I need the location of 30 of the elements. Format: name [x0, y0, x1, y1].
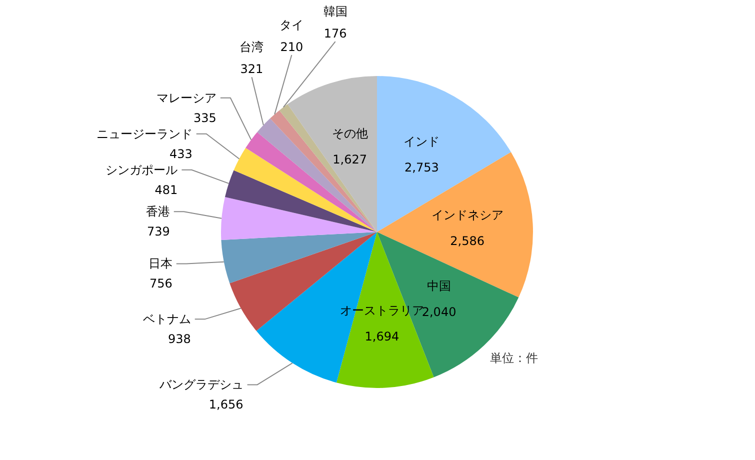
data-label: 739: [146, 224, 170, 239]
slice-label: インドネシア: [431, 208, 504, 222]
data-label: 1,627: [332, 152, 367, 167]
data-label: 2,753: [404, 160, 439, 174]
data-label: 176: [324, 26, 347, 41]
slice-label: その他: [332, 126, 368, 141]
slice-label: インド: [404, 134, 440, 148]
data-label: 1,656: [208, 398, 244, 412]
data-label: 756: [149, 276, 172, 291]
text: 単位：件: [490, 351, 538, 365]
slice-label: ベトナム: [142, 312, 191, 326]
data-label: 2,040: [422, 304, 456, 319]
data-label: 210: [280, 40, 304, 54]
slice-label: タイ: [280, 18, 304, 32]
data-label: 1,694: [364, 329, 400, 344]
slice-label: 中国: [427, 278, 452, 293]
data-label: 433: [169, 146, 192, 161]
data-label: 321: [240, 62, 264, 76]
slice-label: シンガポール: [106, 162, 178, 177]
data-label: 481: [154, 182, 178, 197]
slice-label: 日本: [148, 256, 172, 271]
slice-label: ニュージーランド: [96, 126, 192, 141]
slice-label: 香港: [146, 204, 170, 219]
slice-label: バングラデシュ: [158, 378, 244, 392]
slice-label: 韓国: [323, 4, 348, 19]
data-label: 2,586: [450, 234, 485, 248]
data-label: 335: [194, 110, 216, 125]
slice-label: マレーシア: [156, 90, 216, 105]
data-label: 938: [168, 332, 191, 346]
slice-label: 台湾: [240, 40, 264, 54]
